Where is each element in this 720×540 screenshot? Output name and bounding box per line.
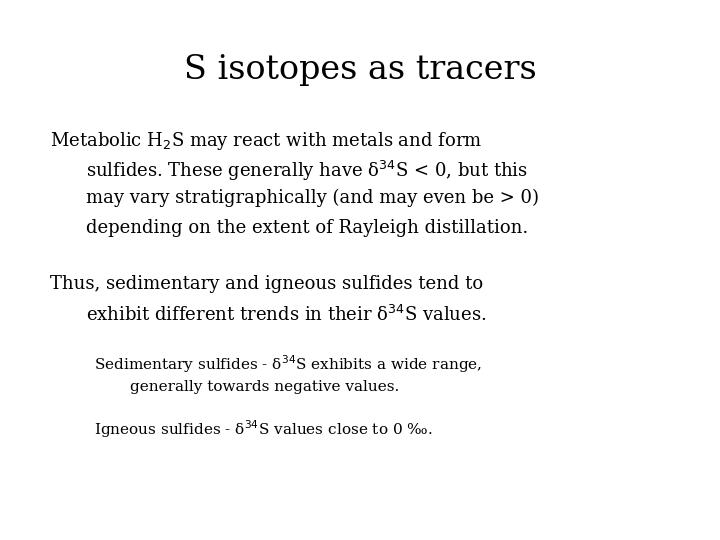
Text: generally towards negative values.: generally towards negative values. <box>130 380 399 394</box>
Text: exhibit different trends in their δ$^{34}$S values.: exhibit different trends in their δ$^{34… <box>86 305 487 325</box>
Text: Thus, sedimentary and igneous sulfides tend to: Thus, sedimentary and igneous sulfides t… <box>50 275 484 293</box>
Text: S isotopes as tracers: S isotopes as tracers <box>184 54 536 86</box>
Text: Sedimentary sulfides - δ$^{34}$S exhibits a wide range,: Sedimentary sulfides - δ$^{34}$S exhibit… <box>94 354 482 375</box>
Text: depending on the extent of Rayleigh distillation.: depending on the extent of Rayleigh dist… <box>86 219 528 237</box>
Text: sulfides. These generally have δ$^{34}$S < 0, but this: sulfides. These generally have δ$^{34}$S… <box>86 159 528 184</box>
Text: Igneous sulfides - δ$^{34}$S values close to 0 ‰.: Igneous sulfides - δ$^{34}$S values clos… <box>94 418 432 440</box>
Text: Metabolic H$_2$S may react with metals and form: Metabolic H$_2$S may react with metals a… <box>50 130 482 152</box>
Text: may vary stratigraphically (and may even be > 0): may vary stratigraphically (and may even… <box>86 189 539 207</box>
